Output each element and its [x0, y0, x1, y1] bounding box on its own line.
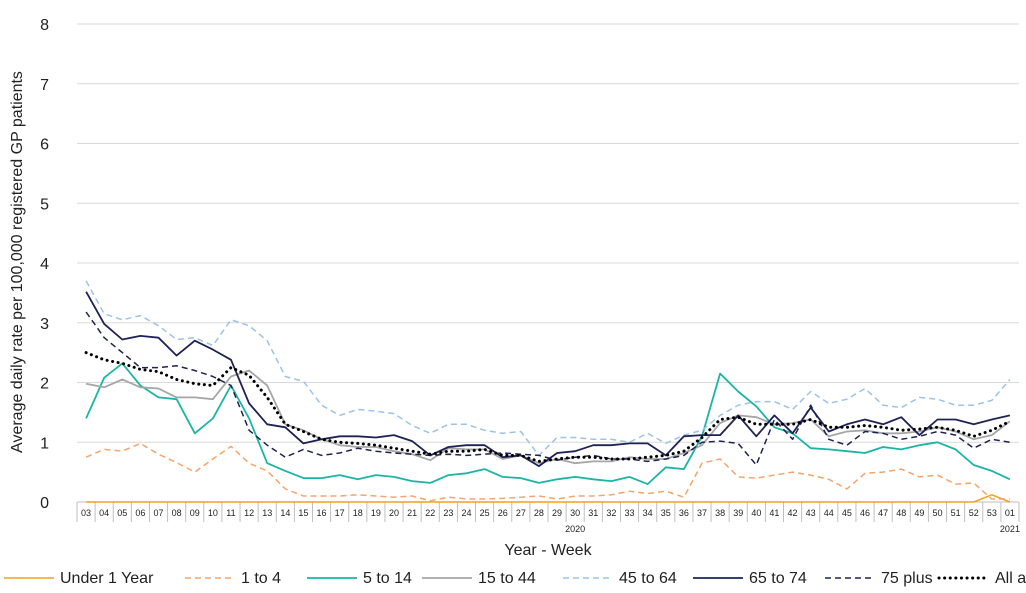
legend-label: Under 1 Year	[60, 570, 154, 587]
x-tick-label: 03	[81, 508, 91, 518]
grid	[77, 23, 1019, 443]
x-tick-label: 30	[570, 508, 580, 518]
x-tick-label: 51	[951, 508, 961, 518]
x-tick-label: 52	[969, 508, 979, 518]
legend-label: 45 to 64	[619, 570, 677, 587]
x-tick-label: 11	[226, 508, 235, 518]
x-tick-label: 38	[715, 508, 725, 518]
legend-label: 1 to 4	[241, 570, 281, 587]
series-line-under-1-year	[86, 494, 1011, 503]
x-tick-label: 47	[878, 508, 888, 518]
x-tick-label: 22	[425, 508, 435, 518]
x-tick-label: 40	[751, 508, 761, 518]
x-tick-label: 10	[208, 508, 218, 518]
x-tick-label: 26	[498, 508, 508, 518]
x-tick-label: 34	[643, 508, 653, 518]
x-tick-label: 06	[135, 508, 145, 518]
x-tick-label: 49	[914, 508, 924, 518]
x-tick-label: 23	[443, 508, 453, 518]
x-tick-label: 25	[480, 508, 490, 518]
x-tick-label: 33	[625, 508, 635, 518]
x-tick-label: 18	[353, 508, 363, 518]
y-tick-label: 2	[40, 376, 49, 393]
series-line-1-to-4	[85, 442, 1010, 502]
x-tick-label: 53	[987, 508, 997, 518]
x-tick-label: 29	[552, 508, 562, 518]
x-tick-label: 05	[117, 508, 127, 518]
y-tick-label: 1	[40, 435, 49, 452]
series-line-75-plus	[85, 311, 1011, 466]
series-line-5-to-14	[85, 362, 1011, 486]
series-line-15-to-44	[85, 369, 1011, 465]
x-tick-label: 35	[661, 508, 671, 518]
x-tick-label: 21	[407, 508, 417, 518]
x-tick-label: 17	[335, 508, 345, 518]
x-tick-label: 16	[317, 508, 327, 518]
x-tick-label: 15	[298, 508, 308, 518]
y-axis: 0 1 2 3 4 5 6 7 8	[40, 17, 49, 512]
y-tick-label: 4	[40, 256, 49, 273]
x-tick-label: 12	[244, 508, 254, 518]
year-label: 2020	[565, 524, 585, 534]
y-tick-label: 3	[40, 316, 49, 333]
x-axis: 03 04 05 06 07 08 09 10 11 12 13 14 15 16 17 18 19 20 21 22…	[76, 501, 1020, 534]
x-tick-label: 41	[769, 508, 779, 518]
x-tick-label: 01	[1005, 508, 1015, 518]
series-group	[84, 280, 1012, 503]
legend-label: 65 to 74	[749, 570, 807, 587]
x-tick-label: 07	[154, 508, 164, 518]
x-tick-label: 48	[896, 508, 906, 518]
legend-label: 75 plus	[881, 570, 933, 587]
year-label: 2021	[1000, 524, 1020, 534]
legend-label: All ages	[995, 570, 1026, 587]
x-tick-label: 27	[516, 508, 526, 518]
series-line-65-to-74	[85, 291, 1011, 468]
y-tick-label: 8	[40, 17, 49, 34]
series-line-45-to-64	[85, 280, 1011, 457]
legend-label: 15 to 44	[478, 570, 536, 587]
y-tick-label: 6	[40, 137, 49, 154]
x-tick-label: 24	[461, 508, 471, 518]
x-axis-title: Year - Week	[504, 542, 592, 559]
x-tick-label: 44	[824, 508, 834, 518]
y-tick-label: 7	[40, 77, 49, 94]
y-axis-title: Average daily rate per 100,000 registere…	[9, 71, 26, 453]
x-tick-label: 08	[172, 508, 182, 518]
x-tick-label: 32	[606, 508, 616, 518]
x-tick-label: 14	[280, 508, 290, 518]
y-tick-label: 0	[40, 495, 49, 512]
x-tick-label: 20	[389, 508, 399, 518]
x-tick-label: 19	[371, 508, 381, 518]
series-line-all-ages	[84, 351, 1012, 463]
x-tick-label: 04	[99, 508, 109, 518]
x-tick-label: 42	[788, 508, 798, 518]
x-tick-label: 13	[262, 508, 272, 518]
y-tick-label: 5	[40, 196, 49, 213]
x-tick-label: 09	[190, 508, 200, 518]
legend: Under 1 Year 1 to 4 5 to 14 15 to 44 45 to 6…	[4, 570, 1026, 587]
x-tick-label: 46	[860, 508, 870, 518]
x-tick-label: 43	[806, 508, 816, 518]
x-tick-label: 37	[697, 508, 707, 518]
x-tick-label: 50	[932, 508, 942, 518]
x-tick-label: 36	[679, 508, 689, 518]
x-tick-label: 31	[588, 508, 598, 518]
legend-label: 5 to 14	[363, 570, 412, 587]
x-tick-label: 28	[534, 508, 544, 518]
x-tick-label: 39	[733, 508, 743, 518]
x-tick-label: 45	[842, 508, 852, 518]
